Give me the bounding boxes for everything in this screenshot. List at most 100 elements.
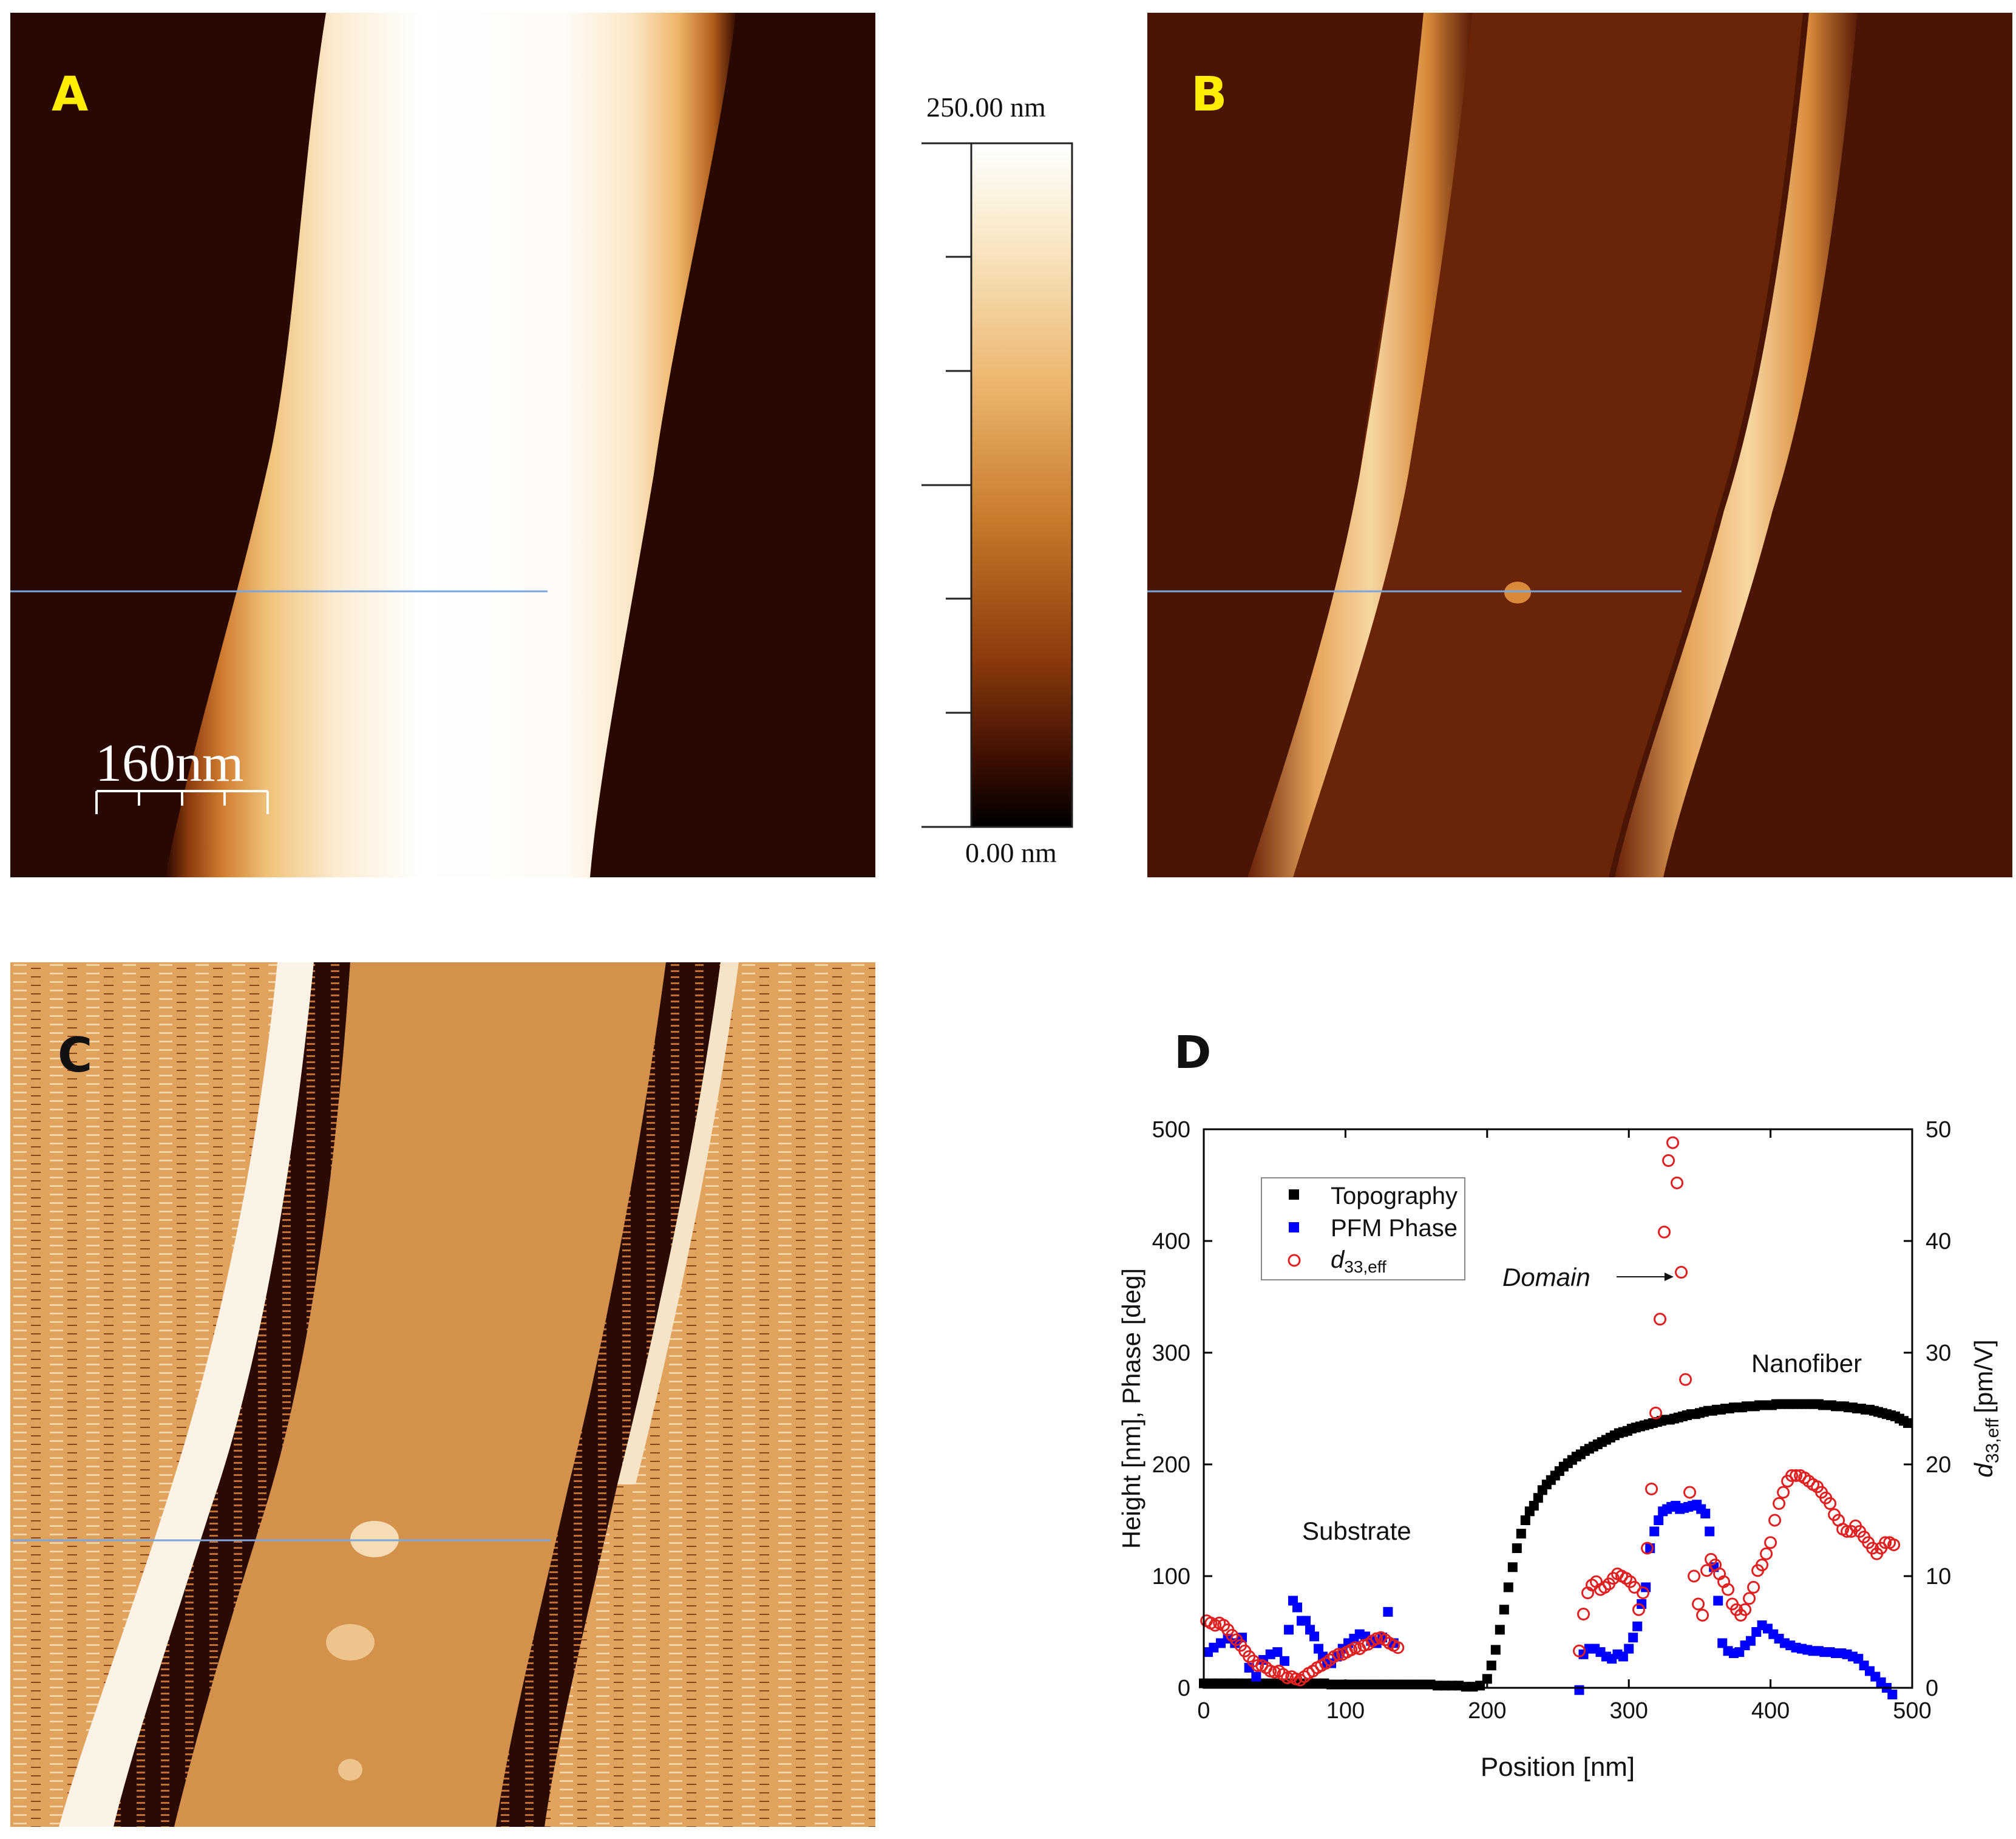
scale-bar (95, 790, 269, 814)
y-left-tick-label: 0 (1178, 1676, 1190, 1701)
data-point (1632, 1621, 1643, 1631)
panel-label-a: A (52, 67, 89, 122)
scale-bar-label: 160nm (95, 734, 244, 793)
phase-map (10, 962, 875, 1827)
x-tick-label: 500 (1893, 1698, 1931, 1724)
data-point (1391, 1641, 1405, 1654)
data-point (1743, 1592, 1756, 1605)
data-point (1309, 1631, 1320, 1642)
data-point (1688, 1569, 1701, 1583)
data-point (1887, 1538, 1901, 1551)
y-left-tick-label: 500 (1152, 1117, 1190, 1143)
data-point (1251, 1659, 1264, 1672)
colorbar-max-label: 250.00 nm (926, 92, 1046, 123)
y-axis-right-label-main: d (1969, 1463, 1998, 1478)
legend: Topography PFM Phase d33,eff (1261, 1177, 1465, 1280)
panel-a-topography-image: A 160nm (10, 13, 875, 877)
data-point (1632, 1603, 1646, 1616)
data-point (1747, 1580, 1760, 1594)
data-point (1516, 1529, 1526, 1539)
height-colorbar: 250.00 nm 0.00 nm (917, 85, 1099, 874)
annotation-substrate: Substrate (1302, 1517, 1411, 1545)
data-point (1785, 1469, 1799, 1482)
data-point (1280, 1656, 1290, 1666)
y-axis-right-label-unit: [pm/V] (1969, 1339, 1998, 1413)
data-point (1683, 1486, 1697, 1499)
y-left-tick-label: 100 (1152, 1564, 1190, 1589)
amplitude-map (1147, 13, 2012, 877)
data-point (1696, 1608, 1709, 1622)
data-point (1641, 1542, 1654, 1555)
x-tick-label: 100 (1326, 1698, 1365, 1724)
data-point (1332, 1648, 1345, 1661)
data-point (1284, 1625, 1294, 1635)
data-point (1777, 1486, 1790, 1499)
data-point (1760, 1547, 1773, 1560)
axis-ticks: 0 100 200 300 400 500010020030040050001020304… (1152, 1117, 1952, 1724)
y-right-tick-label: 40 (1926, 1229, 1951, 1254)
legend-topography-label: Topography (1331, 1183, 1458, 1209)
y-right-tick-label: 10 (1926, 1564, 1951, 1589)
series-topography (1199, 1399, 1913, 1692)
panel-c-phase-image: C (10, 962, 875, 1827)
x-axis-label: Position [nm] (1481, 1752, 1635, 1782)
colorbar-min-label: 0.00 nm (965, 837, 1057, 868)
data-point (1490, 1645, 1501, 1655)
series-pfm-phase (1203, 1500, 1898, 1700)
data-point (1574, 1685, 1584, 1695)
data-point (1756, 1559, 1769, 1572)
data-point (1887, 1690, 1898, 1700)
y-left-tick-label: 300 (1152, 1341, 1190, 1366)
y-left-tick-label: 200 (1152, 1452, 1190, 1478)
data-point (1645, 1482, 1658, 1495)
data-point (1773, 1497, 1786, 1510)
data-point (1764, 1536, 1777, 1549)
data-point (1745, 1636, 1756, 1646)
plot-marks (1199, 1136, 1913, 1700)
data-point (1705, 1526, 1715, 1537)
data-point (1902, 1418, 1913, 1428)
colorbar-scale (921, 142, 1073, 828)
panel-label-d: D (1174, 1027, 1212, 1079)
data-point (1507, 1562, 1518, 1572)
data-point (1251, 1671, 1261, 1682)
data-point (1520, 1515, 1530, 1525)
legend-topography-marker (1289, 1189, 1299, 1200)
data-point (1533, 1493, 1543, 1503)
y-axis-right-label: d33,eff [pm/V] (1969, 1339, 2003, 1477)
y-right-tick-label: 0 (1926, 1676, 1938, 1701)
data-point (1314, 1644, 1324, 1654)
domain-arrow (1617, 1273, 1674, 1281)
data-point (1512, 1543, 1522, 1553)
annotation-domain: Domain (1502, 1263, 1590, 1291)
topography-map (10, 13, 875, 877)
data-point (1692, 1597, 1705, 1611)
x-tick-label: 200 (1468, 1698, 1506, 1724)
panel-label-b: B (1191, 67, 1227, 122)
data-point (1649, 1406, 1663, 1419)
x-tick-label: 300 (1609, 1698, 1648, 1724)
data-point (1649, 1526, 1660, 1537)
data-point (1790, 1469, 1803, 1482)
data-point (1679, 1373, 1692, 1386)
y-right-tick-label: 20 (1926, 1452, 1951, 1478)
data-point (1700, 1508, 1711, 1518)
data-point (1671, 1176, 1684, 1189)
data-point (1486, 1661, 1496, 1671)
panel-label-c: C (58, 1028, 93, 1083)
data-point (1529, 1501, 1539, 1511)
data-point (1573, 1644, 1586, 1657)
series-d33-eff (1200, 1136, 1901, 1687)
plot-frame (1203, 1128, 1913, 1689)
data-point (1624, 1644, 1634, 1654)
x-tick-label: 0 (1197, 1698, 1210, 1724)
legend-pfm-phase-marker (1289, 1222, 1299, 1232)
data-point (1654, 1313, 1667, 1326)
y-left-tick-label: 400 (1152, 1229, 1190, 1254)
y-right-tick-label: 30 (1926, 1341, 1951, 1366)
data-point (1499, 1605, 1509, 1615)
data-point (1301, 1616, 1311, 1626)
panel-d-profile-chart: D 0 100 200 300 400 500 0 100 200 300 400 500 0 10 20 3… (1105, 996, 2016, 1809)
data-point (1717, 1638, 1728, 1648)
data-point (1879, 1536, 1892, 1549)
